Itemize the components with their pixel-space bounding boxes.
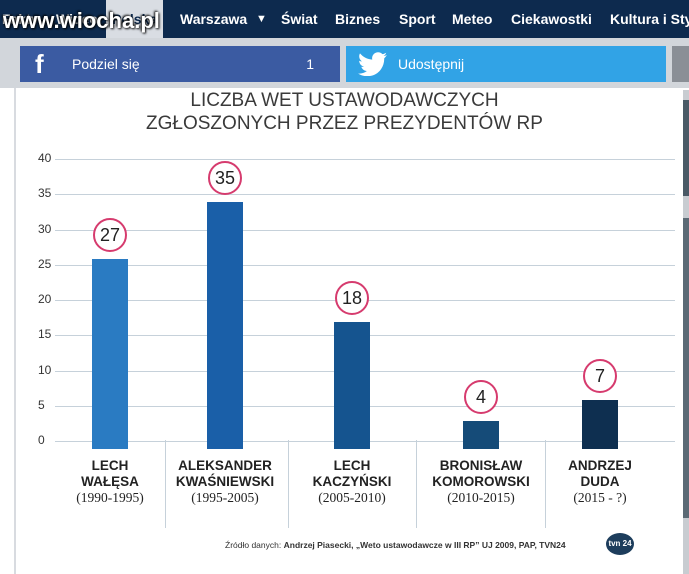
facebook-share-count: 1 [306, 56, 314, 72]
category-years: (2015 - ?) [573, 490, 627, 505]
y-tick-label: 40 [38, 151, 52, 165]
sidebar-thumbnail[interactable] [683, 218, 689, 518]
source-prefix: Źródło danych: [225, 540, 282, 550]
left-page-border [14, 88, 16, 574]
nav-item-ciekawostki[interactable]: Ciekawostki [511, 11, 592, 27]
y-tick-label: 30 [38, 221, 52, 236]
twitter-share-button[interactable]: Udostępnij [346, 46, 666, 82]
y-tick-label: 20 [38, 292, 52, 306]
category-label: LECH WAŁĘSA [81, 458, 139, 489]
source-text: Andrzej Piasecki, „Weto ustawodawcze w I… [283, 540, 566, 550]
watermark-logo: www.wiocha.pl [3, 8, 160, 33]
y-tick-label: 15 [38, 327, 52, 342]
category-label: ANDRZEJ DUDA [568, 458, 632, 489]
chart-source: Źródło danych: Andrzej Piasecki, „Weto u… [225, 540, 566, 550]
category-label: ALEKSANDER KWAŚNIEWSKI [175, 458, 275, 489]
nav-item-swiat[interactable]: Świat [281, 11, 318, 27]
y-tick-label: 0 [38, 433, 45, 447]
category-separator [165, 440, 166, 528]
y-tick-label: 35 [38, 186, 52, 201]
category-years: (2005-2010) [318, 490, 386, 505]
nav-item-meteo[interactable]: Meteo [452, 11, 493, 27]
value-label: 7 [583, 358, 617, 393]
y-tick-label: 5 [38, 397, 45, 412]
gridline [55, 264, 675, 266]
category-years: (2010-2015) [447, 490, 515, 505]
chart-title-line1: LICZBA WET USTAWODAWCZYCH [190, 90, 499, 111]
twitter-share-label: Udostępnij [398, 56, 465, 72]
value-label: 35 [208, 161, 242, 196]
value-label: 27 [93, 217, 127, 252]
value-label: 4 [464, 379, 498, 414]
value-label: 18 [335, 281, 369, 316]
nav-item-wideo[interactable]: Wideo [56, 11, 98, 27]
top-navigation: Fakty Wideo Polska Warszawa ▼ Świat Bizn… [0, 0, 689, 38]
tvn24-logo: tvn 24 [606, 533, 634, 555]
bar [334, 322, 370, 449]
category-separator [416, 440, 417, 528]
nav-item-polska[interactable]: Polska [106, 0, 164, 38]
nav-item-sport[interactable]: Sport [399, 11, 436, 27]
twitter-icon [358, 52, 387, 76]
bar [207, 202, 243, 449]
sidebar-thumbnail[interactable] [683, 100, 689, 196]
facebook-share-label: Podziel się [72, 56, 140, 72]
bar [463, 420, 499, 449]
category-separator [288, 440, 289, 528]
category-years: (1995-2005) [191, 490, 259, 505]
category-label: LECH KACZYŃSKI [312, 458, 392, 489]
y-tick-label: 25 [38, 256, 52, 271]
nav-item-warszawa[interactable]: Warszawa [180, 11, 248, 27]
gridline [55, 159, 675, 160]
facebook-share-button[interactable]: f Podziel się 1 [20, 46, 340, 82]
category-separator [545, 440, 546, 528]
category-label: BRONISŁAW KOMOROWSKI [432, 458, 530, 489]
chevron-down-icon[interactable]: ▼ [256, 13, 267, 25]
more-share-button[interactable] [672, 46, 689, 82]
gridline [55, 229, 675, 231]
facebook-icon: f [35, 49, 44, 79]
chart-title-line2: ZGŁOSZONYCH PRZEZ PREZYDENTÓW RP [146, 113, 543, 134]
y-tick-label: 10 [38, 362, 52, 377]
nav-item-biznes[interactable]: Biznes [335, 11, 381, 27]
gridline [55, 194, 675, 196]
bar [582, 399, 618, 449]
nav-item-kultura[interactable]: Kultura i Sty [610, 11, 689, 27]
category-years: (1990-1995) [76, 490, 144, 505]
bar [92, 258, 128, 449]
nav-item-fakty[interactable]: Fakty [2, 11, 39, 27]
